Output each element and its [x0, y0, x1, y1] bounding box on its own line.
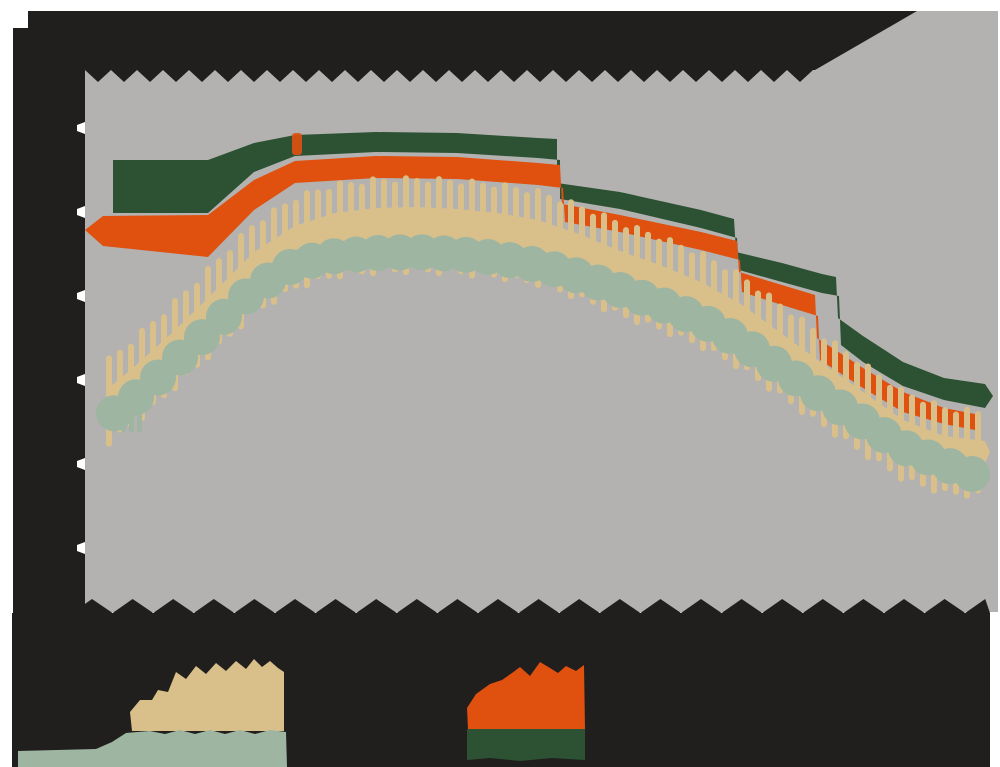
- orange-marker-streak: [292, 133, 302, 155]
- sage-marker-bars: [121, 384, 142, 432]
- y-axis-labels-blob: [13, 28, 85, 618]
- series-green-ribbon: [113, 132, 993, 408]
- series-layer: [85, 132, 993, 499]
- legend: [18, 659, 585, 767]
- legend-key-sage: [18, 730, 287, 767]
- title-text-blob: [28, 11, 917, 82]
- legend-key-green: [467, 729, 585, 761]
- legend-key-tan: [130, 659, 284, 731]
- legend-key-orange: [467, 662, 585, 729]
